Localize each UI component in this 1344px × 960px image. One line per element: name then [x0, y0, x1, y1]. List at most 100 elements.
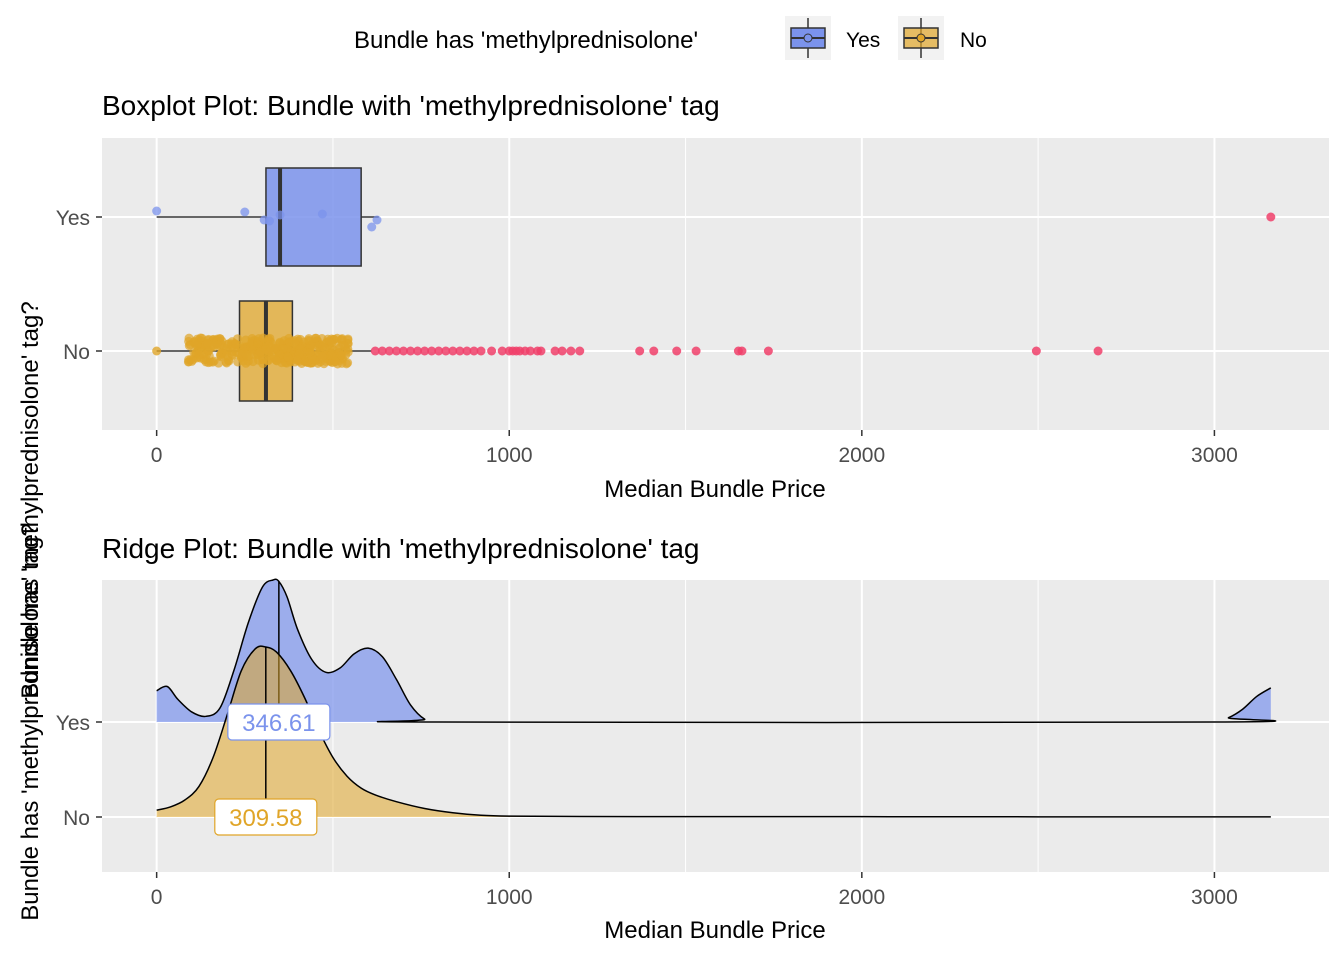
boxplot-point-yes [275, 210, 285, 220]
ridge-x-axis-title: Median Bundle Price [604, 917, 825, 944]
boxplot-outlier-no [649, 346, 659, 356]
ridge-median-label-box-no [214, 798, 318, 836]
boxplot-point-yes [372, 215, 382, 225]
boxplot-point-no [332, 333, 342, 343]
legend-label-no: No [960, 29, 987, 52]
boxplot-outlier-no [536, 346, 546, 356]
boxplot-point-no [343, 334, 353, 344]
boxplot-outlier-no [384, 346, 394, 356]
boxplot-point-no [189, 347, 199, 357]
boxplot-outlier-no [575, 346, 585, 356]
boxplot-outlier-no [691, 346, 701, 356]
boxplot-outlier-no [672, 346, 682, 356]
legend-label-yes: Yes [846, 29, 880, 52]
boxplot-point-yes [264, 216, 274, 226]
ridge-title: Ridge Plot: Bundle with 'methylprednisol… [102, 533, 700, 564]
boxplot-outlier-no [406, 346, 416, 356]
boxplot-outlier-no [525, 346, 535, 356]
boxplot-x-tick-labels: 0 1000 2000 3000 [151, 430, 1238, 467]
boxplot-outlier-no [391, 346, 401, 356]
boxplot-point-no [228, 351, 238, 361]
boxplot-outlier-no [370, 346, 380, 356]
legend-key-yes [785, 16, 831, 60]
boxplot-x-tick-label: 0 [151, 444, 163, 467]
ridge-x-tick-labels: 0 1000 2000 3000 [151, 872, 1238, 909]
ridge-outline-no [156, 645, 1271, 818]
boxplot-outlier-no [448, 346, 458, 356]
ridge-panel: Ridge Plot: Bundle with 'methylprednisol… [56, 533, 1329, 944]
boxplot-outlier-no [413, 346, 423, 356]
y-axis-title: Bundle has 'methylprednisolone' tag? [17, 301, 44, 698]
boxplot-title: Boxplot Plot: Bundle with 'methylprednis… [102, 90, 720, 121]
boxplot-outlier-no [566, 346, 576, 356]
boxplot-outlier-no [427, 346, 437, 356]
boxplot-point-yes [152, 206, 162, 216]
boxplot-x-tick-label: 2000 [838, 444, 885, 467]
boxplot-point-no [343, 347, 353, 357]
boxplot-y-tick-labels: No Yes [56, 207, 102, 364]
boxplot-x-tick-label: 3000 [1191, 444, 1238, 467]
boxplot-outlier-no [487, 346, 497, 356]
boxplot-point-no [209, 356, 219, 366]
boxplot-point-no [317, 351, 327, 361]
ridge-x-tick-label: 3000 [1191, 886, 1238, 909]
boxplot-point-no [305, 348, 315, 358]
boxplot-point-no [294, 349, 304, 359]
boxplot-outlier-no [469, 346, 479, 356]
legend-title: Bundle has 'methylprednisolone' [354, 27, 698, 54]
boxplot-point-no [261, 344, 271, 354]
boxplot-point-no [320, 344, 330, 354]
ridge-y-tick-labels: No Yes [56, 712, 102, 830]
boxplot-point-no [317, 334, 327, 344]
ridge-median-label-box-yes [227, 703, 331, 741]
boxplot-point-no [336, 350, 346, 360]
boxplot-point-no [271, 355, 281, 365]
boxplot-outlier-no [455, 346, 465, 356]
boxplot-outlier-no [1093, 346, 1103, 356]
boxplot-point-no [223, 339, 233, 349]
boxplot-point-no [258, 359, 268, 369]
boxplot-outlier-no [763, 346, 773, 356]
boxplot-point-yes [367, 222, 377, 232]
boxplot-outlier-no [476, 346, 486, 356]
boxplot-point-no [184, 341, 194, 351]
boxplot-point-no [248, 349, 258, 359]
ridge-outline-yes [156, 578, 1277, 724]
boxplot-x-axis-title: Median Bundle Price [604, 476, 825, 503]
boxplot-point-no [203, 339, 213, 349]
boxplot-point-no [248, 357, 258, 367]
boxplot-point-no [330, 357, 340, 367]
boxplot-y-tick-label-no: No [63, 341, 90, 364]
y-axis-title-repeat: Bundle has 'methylprednisolone' tag? [17, 523, 44, 920]
boxplot-point-no [230, 344, 240, 354]
boxplot-point-no [212, 340, 222, 350]
ridge-x-tick-label: 1000 [486, 886, 533, 909]
boxplot-outlier-no [434, 346, 444, 356]
boxplot-outlier-no [420, 346, 430, 356]
boxplot-point-yes [240, 207, 250, 217]
boxplot-outlier-no [377, 346, 387, 356]
ridge-x-tick-label: 2000 [838, 886, 885, 909]
ridge-y-tick-label-no: No [63, 807, 90, 830]
boxplot-outlier-no [462, 346, 472, 356]
boxplot-point-no [241, 350, 251, 360]
boxplot-point-no [186, 354, 196, 364]
legend-key-no [898, 16, 944, 60]
boxplot-point-no [258, 333, 268, 343]
boxplot-point-no [289, 336, 299, 346]
boxplot-outlier-yes [1266, 212, 1276, 222]
boxplot-point-yes [317, 209, 327, 219]
boxplot-outlier-no [550, 346, 560, 356]
boxplot-marks [152, 167, 1276, 402]
ridge-median-label-no: 309.58 [229, 805, 302, 832]
boxplot-point-no [283, 352, 293, 362]
boxplot-outlier-no [737, 346, 747, 356]
boxplot-outlier-no [497, 346, 507, 356]
boxplot-point-no [265, 333, 275, 343]
boxplot-point-no [152, 346, 162, 356]
boxplot-outlier-no [441, 346, 451, 356]
boxplot-point-no [241, 358, 251, 368]
boxplot-outlier-no [635, 346, 645, 356]
legend: Bundle has 'methylprednisolone' Yes No [354, 16, 987, 60]
